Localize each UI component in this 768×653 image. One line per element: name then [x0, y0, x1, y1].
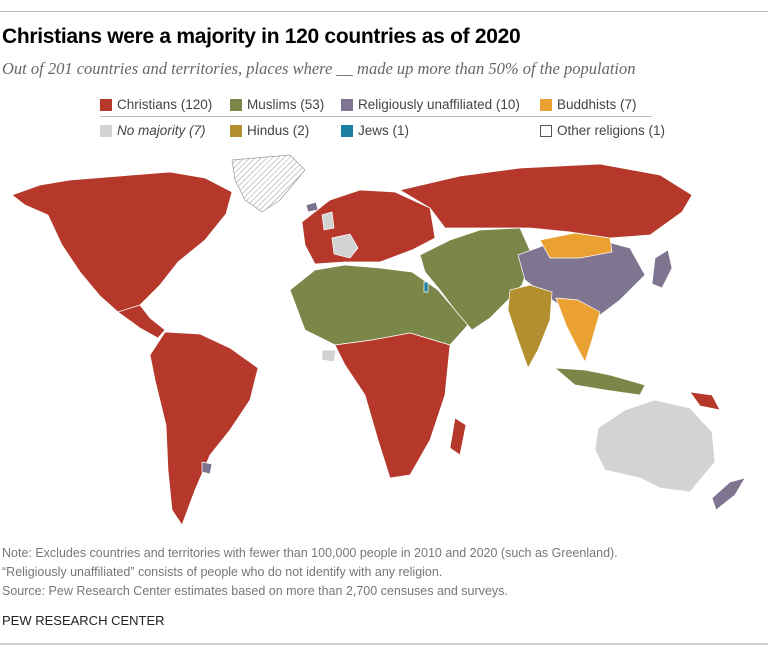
legend-muslims: Muslims (53) [230, 97, 324, 112]
legend-jews: Jews (1) [341, 123, 409, 138]
legend-unaffiliated: Religiously unaffiliated (10) [341, 97, 520, 112]
region-mongolia [539, 232, 613, 259]
region-south-america [149, 331, 259, 526]
legend-label: Christians (120) [117, 97, 213, 112]
legend-swatch [341, 98, 353, 111]
region-uk [321, 211, 335, 231]
legend-label: Hindus (2) [247, 123, 310, 138]
region-france [331, 233, 359, 259]
legend-other: Other religions (1) [540, 123, 665, 138]
legend-swatch [100, 124, 112, 137]
legend-swatch [540, 124, 552, 137]
region-australia [594, 399, 716, 493]
source-text: Source: Pew Research Center estimates ba… [2, 584, 508, 598]
footer-brand: PEW RESEARCH CENTER [2, 613, 165, 628]
legend-swatch [341, 124, 353, 137]
page-title: Christians were a majority in 120 countr… [2, 25, 521, 48]
legend-label: Muslims (53) [247, 97, 325, 112]
region-southeast-asia [555, 297, 601, 363]
region-north-america [11, 171, 233, 313]
top-rule [0, 11, 768, 12]
legend-buddhists: Buddhists (7) [540, 97, 637, 112]
note-text: Note: Excludes countries and territories… [2, 546, 618, 560]
note-definition: “Religiously unaffiliated” consists of p… [2, 565, 443, 579]
region-uruguay [201, 461, 213, 475]
region-central-america [117, 304, 166, 339]
legend-hindus: Hindus (2) [230, 123, 309, 138]
region-papua-new-guinea [689, 391, 721, 411]
legend-swatch [230, 98, 242, 111]
region-sub-saharan-africa [334, 332, 451, 479]
region-greenland [231, 154, 306, 213]
legend-swatch [100, 98, 112, 111]
region-madagascar [449, 417, 467, 456]
legend-label: Jews (1) [358, 123, 410, 138]
region-japan [651, 249, 673, 289]
region-west-africa-no-majority [321, 349, 337, 363]
legend-no-majority: No majority (7) [100, 123, 206, 138]
region-russia [399, 163, 693, 239]
legend-label: Other religions (1) [557, 123, 666, 138]
legend-label: No majority (7) [117, 123, 206, 138]
region-europe [301, 189, 436, 265]
bottom-rule [0, 643, 768, 645]
legend-label: Religiously unaffiliated (10) [358, 97, 520, 112]
region-indonesia-malaysia [553, 367, 646, 396]
legend-label: Buddhists (7) [557, 97, 637, 112]
region-israel [423, 281, 429, 293]
subtitle: Out of 201 countries and territories, pl… [2, 59, 636, 78]
legend-swatch [540, 98, 552, 111]
region-iceland [305, 201, 319, 213]
legend-swatch [230, 124, 242, 137]
world-map [11, 154, 746, 526]
legend-divider [100, 116, 652, 117]
region-middle-east-central-asia [419, 227, 533, 331]
region-new-zealand [711, 477, 746, 511]
legend-christians: Christians (120) [100, 97, 212, 112]
region-india [507, 284, 553, 369]
